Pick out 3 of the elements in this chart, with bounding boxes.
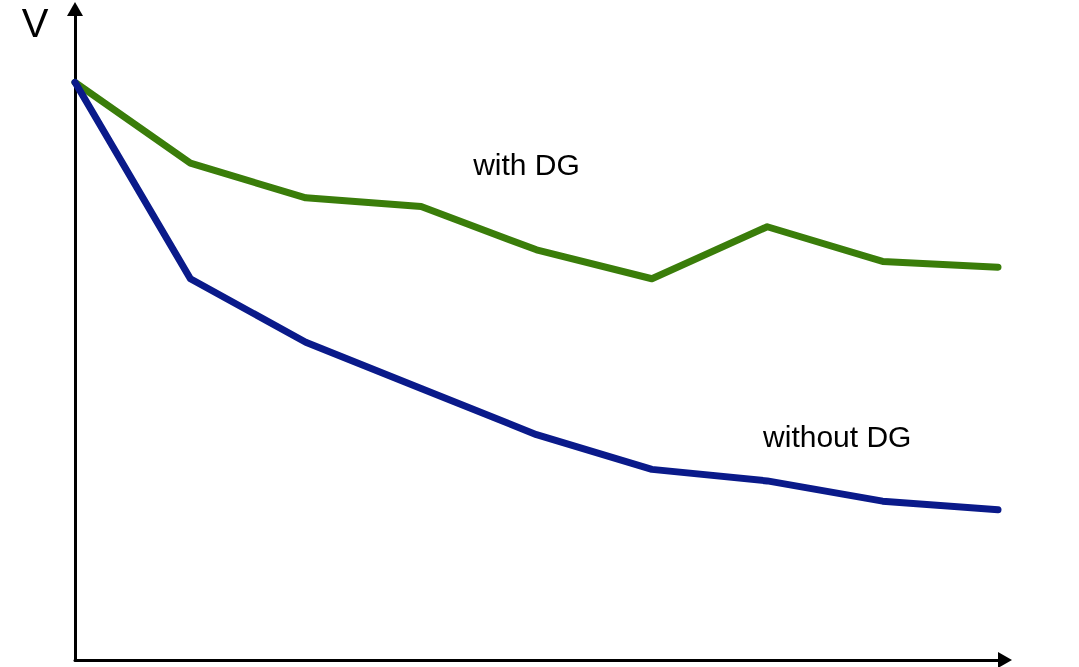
series-label: with DG xyxy=(472,148,580,182)
series-label: without DG xyxy=(762,420,912,454)
y-axis-title: V xyxy=(21,1,49,45)
